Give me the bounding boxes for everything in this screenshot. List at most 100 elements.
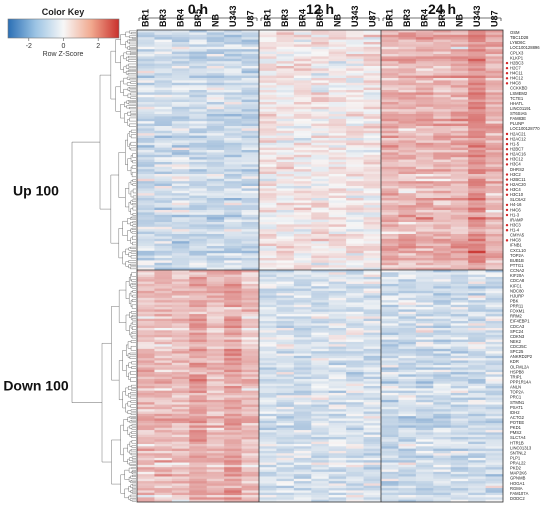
heatmap-cell <box>328 150 347 153</box>
heatmap-cell <box>311 397 330 401</box>
heatmap-cell <box>259 341 277 345</box>
heatmap-cell <box>276 418 295 422</box>
heatmap-cell <box>293 116 312 120</box>
heatmap-cell <box>311 474 330 477</box>
heatmap-cell <box>433 138 452 141</box>
heatmap-cell <box>450 190 469 194</box>
heatmap-cell <box>415 286 434 289</box>
heatmap-cell <box>224 311 242 315</box>
heatmap-cell <box>468 457 486 461</box>
heatmap-cell <box>311 176 330 180</box>
heatmap-cell <box>293 309 312 313</box>
heatmap-cell <box>241 365 260 368</box>
heatmap-cell <box>328 140 347 144</box>
heatmap-cell <box>276 90 295 93</box>
heatmap-cell <box>241 205 260 208</box>
heatmap-cell <box>363 58 382 62</box>
heatmap-cell <box>241 302 260 306</box>
heatmap-cell <box>381 66 399 69</box>
heatmap-cell <box>363 300 382 303</box>
heatmap-cell <box>468 42 486 45</box>
heatmap-cell <box>433 300 452 303</box>
heatmap-cell <box>415 66 434 69</box>
heatmap-cell <box>468 341 486 345</box>
heatmap-cell <box>328 409 347 412</box>
heatmap-cell <box>171 255 190 259</box>
heatmap-cell <box>171 344 190 347</box>
heatmap-cell <box>154 316 173 320</box>
heatmap-cell <box>206 109 225 112</box>
heatmap-cell <box>154 61 173 64</box>
heatmap-cell <box>206 372 225 375</box>
heatmap-cell <box>276 362 295 366</box>
heatmap-cell <box>468 262 486 266</box>
heatmap-cell <box>450 85 469 88</box>
heatmap-cell <box>311 39 330 43</box>
heatmap-cell <box>346 123 364 127</box>
heatmap-cell <box>346 114 364 117</box>
heatmap-cell <box>276 49 295 52</box>
heatmap-cell <box>206 150 225 153</box>
heatmap-cell <box>259 365 277 368</box>
heatmap-cell <box>206 39 225 43</box>
heatmap-cell <box>485 46 504 50</box>
heatmap-cell <box>398 75 417 79</box>
heatmap-cell <box>206 376 225 380</box>
heatmap-cell <box>224 351 242 354</box>
heatmap-cell <box>241 169 260 172</box>
heatmap-cell <box>381 39 399 43</box>
heatmap-cell <box>171 404 190 408</box>
sample-label: U343 <box>228 5 238 27</box>
heatmap-cell <box>468 32 486 36</box>
heatmap-cell <box>171 283 190 287</box>
heatmap-cell <box>450 229 469 232</box>
heatmap-cell <box>450 210 469 213</box>
heatmap-cell <box>415 328 434 331</box>
heatmap-cell <box>224 78 242 81</box>
heatmap-cell <box>398 446 417 449</box>
heatmap-cell <box>398 193 417 196</box>
heatmap-cell <box>311 246 330 249</box>
heatmap-cell <box>171 328 190 331</box>
heatmap-cell <box>468 332 486 336</box>
heatmap-cell <box>154 80 173 84</box>
heatmap-cell <box>137 61 155 64</box>
heatmap-cell <box>468 106 486 110</box>
heatmap-cell <box>293 241 312 244</box>
heatmap-cell <box>328 171 347 175</box>
heatmap-cell <box>171 383 190 387</box>
heatmap-cell <box>311 99 330 103</box>
heatmap-cell <box>137 147 155 151</box>
heatmap-cell <box>346 222 364 225</box>
heatmap-cell <box>206 311 225 315</box>
heatmap-cell <box>398 34 417 38</box>
heatmap-cell <box>276 427 295 431</box>
heatmap-cell <box>450 316 469 320</box>
heatmap-cell <box>137 66 155 69</box>
heatmap-cell <box>433 337 452 340</box>
heatmap-cell <box>363 145 382 148</box>
heatmap-cell <box>311 439 330 442</box>
heatmap-cell <box>259 176 277 180</box>
heatmap-cell <box>224 304 242 308</box>
heatmap-cell <box>450 457 469 461</box>
heatmap-cell <box>468 181 486 184</box>
heatmap-cell <box>468 413 486 417</box>
heatmap-cell <box>433 425 452 429</box>
heatmap-cell <box>328 372 347 375</box>
heatmap-cell <box>485 147 504 151</box>
heatmap-cell <box>276 439 295 442</box>
heatmap-cell <box>346 92 364 96</box>
heatmap-cell <box>276 56 295 60</box>
heatmap-cell <box>311 360 330 364</box>
heatmap-cell <box>346 297 364 301</box>
heatmap-cell <box>224 133 242 136</box>
heatmap-cell <box>450 337 469 340</box>
heatmap-cell <box>241 63 260 67</box>
heatmap-cell <box>468 178 486 182</box>
heatmap-cell <box>381 200 399 204</box>
heatmap-cell <box>328 267 347 271</box>
heatmap-cell <box>171 133 190 136</box>
heatmap-cell <box>450 54 469 57</box>
heatmap-cell <box>171 304 190 308</box>
